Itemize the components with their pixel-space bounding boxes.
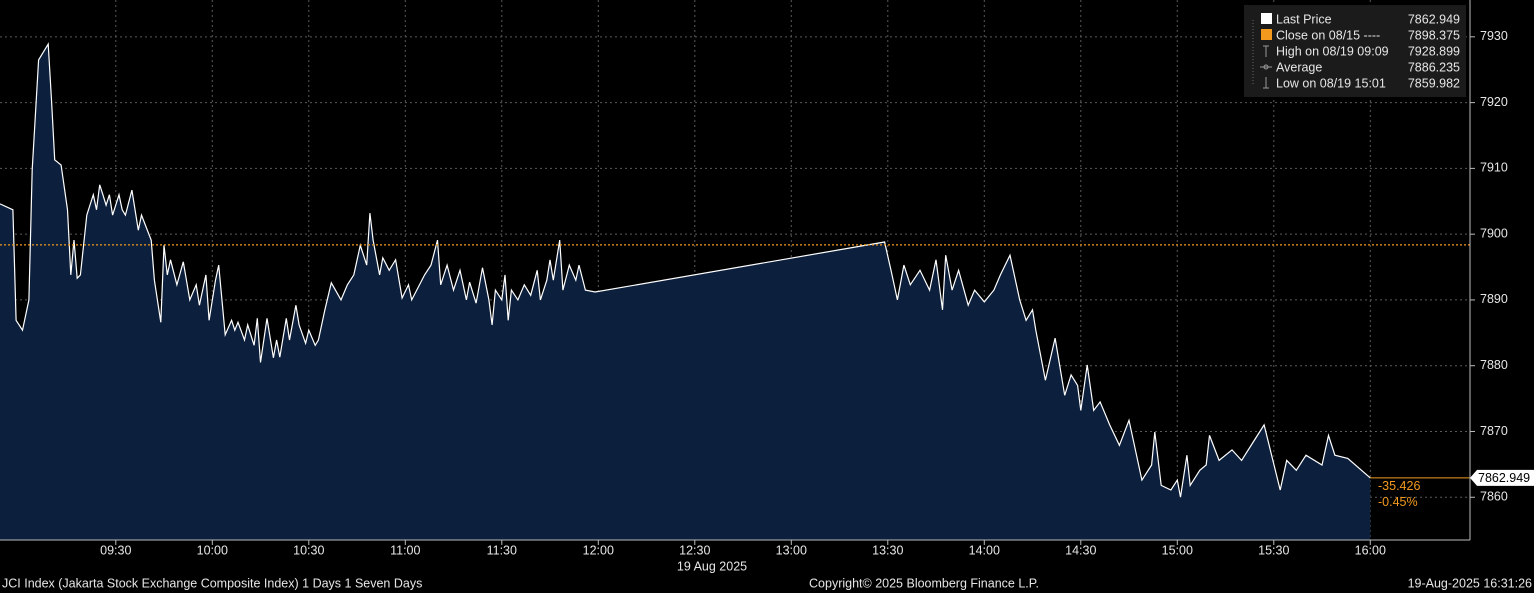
x-tick-label: 11:30: [487, 543, 517, 557]
area: [0, 44, 1371, 540]
y-tick-label: 7860: [1480, 490, 1508, 504]
legend-box: [1244, 5, 1466, 97]
legend-icon: [1263, 77, 1269, 89]
footer-left: JCI Index (Jakarta Stock Exchange Compos…: [2, 576, 422, 590]
x-tick-label: 16:00: [1355, 543, 1386, 557]
y-tick-label: 7910: [1480, 161, 1508, 175]
legend-label: Last Price: [1276, 12, 1332, 26]
x-tick-label: 12:00: [583, 543, 614, 557]
legend-label: High on 08/19 09:09: [1276, 44, 1389, 58]
legend-label: Average: [1276, 60, 1322, 74]
legend-icon: [1260, 64, 1272, 70]
x-tick-label: 14:00: [969, 543, 1000, 557]
legend-value: 7898.375: [1408, 28, 1460, 42]
legend-value: 7859.982: [1408, 76, 1460, 90]
plot: -35.426 -0.45%: [0, 42, 1470, 540]
axes: 7860 7870 7880 7890 7900 7910 7920 7930 09:30 10:…: [0, 0, 1534, 557]
footer-center: Copyright© 2025 Bloomberg Finance L.P.: [809, 576, 1039, 590]
y-tick-label: 7930: [1480, 29, 1508, 43]
legend-icon: [1261, 29, 1272, 40]
change-label: -35.426: [1378, 479, 1420, 493]
legend-icon: [1263, 45, 1269, 57]
y-tick-label: 7900: [1480, 226, 1508, 240]
y-tick-label: 7870: [1480, 424, 1508, 438]
x-tick-label: 14:30: [1065, 543, 1096, 557]
y-tick-label: 7890: [1480, 292, 1508, 306]
line: [0, 42, 1371, 498]
x-tick-label: 15:00: [1162, 543, 1193, 557]
legend: Last Price 7862.949 Close on 08/15 ---- 789…: [1244, 5, 1466, 97]
x-tick-label: 09:30: [100, 543, 131, 557]
legend-value: 7886.235: [1408, 60, 1460, 74]
change-pct-label: -0.45%: [1378, 495, 1418, 509]
x-tick-label: 10:00: [197, 543, 228, 557]
x-tick-label: 10:30: [293, 543, 324, 557]
last-price-label: 7862.949: [1478, 471, 1530, 485]
date-label: 19 Aug 2025: [677, 559, 747, 573]
legend-icon: [1261, 13, 1272, 24]
last-price-tag: [1470, 469, 1534, 486]
x-tick-label: 13:30: [872, 543, 903, 557]
legend-value: 7862.949: [1408, 12, 1460, 26]
x-tick-label: 15:30: [1258, 543, 1289, 557]
y-tick-label: 7920: [1480, 95, 1508, 109]
legend-label: Low on 08/19 15:01: [1276, 76, 1386, 90]
x-tick-label: 11:00: [390, 543, 420, 557]
y-tick-label: 7880: [1480, 358, 1508, 372]
legend-value: 7928.899: [1408, 44, 1460, 58]
legend-label: Close on 08/15 ----: [1276, 28, 1380, 42]
x-tick-label: 13:00: [776, 543, 807, 557]
x-tick-label: 12:30: [679, 543, 710, 557]
footer-right: 19-Aug-2025 16:31:26: [1408, 576, 1532, 590]
